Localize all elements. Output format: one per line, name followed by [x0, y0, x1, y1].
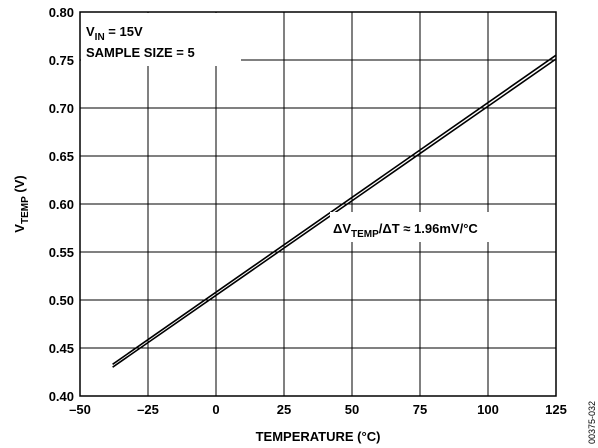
- y-tick-label: 0.45: [49, 341, 74, 356]
- x-tick-label: 75: [413, 402, 427, 417]
- y-tick-label: 0.70: [49, 101, 74, 116]
- y-axis-title-subscript: TEMP: [20, 196, 31, 224]
- x-axis-title: TEMPERATURE (°C): [256, 429, 381, 444]
- slope-subscript: TEMP: [351, 229, 379, 240]
- x-tick-label: 100: [477, 402, 499, 417]
- x-tick-label: 25: [277, 402, 291, 417]
- series-line-2: [112, 54, 557, 365]
- y-tick-label: 0.75: [49, 53, 74, 68]
- legend-box: [81, 13, 241, 66]
- slope-annotation: ΔVTEMP/ΔT ≈ 1.96mV/°C: [333, 221, 478, 240]
- y-tick-label: 0.40: [49, 389, 74, 404]
- x-tick-label: –50: [69, 402, 91, 417]
- x-tick-label: –25: [137, 402, 159, 417]
- figure-id: 00375-032: [587, 401, 597, 444]
- vin-subscript: IN: [95, 32, 105, 43]
- vin-main: V: [86, 24, 95, 39]
- x-tick-label: 50: [345, 402, 359, 417]
- y-axis-title: VTEMP (V): [12, 175, 31, 232]
- y-tick-label: 0.50: [49, 293, 74, 308]
- vin-annotation: VIN = 15V: [86, 24, 143, 43]
- vin-value: = 15V: [105, 24, 143, 39]
- slope-value: /ΔT ≈ 1.96mV/°C: [379, 221, 479, 236]
- x-tick-labels: –50 –25 0 25 50 75 100 125: [69, 402, 567, 417]
- plot-frame: [79, 11, 557, 397]
- slope-annotation-box: [330, 212, 538, 242]
- slope-delta-v: ΔV: [333, 221, 351, 236]
- x-tick-label: 0: [212, 402, 219, 417]
- y-tick-label: 0.55: [49, 245, 74, 260]
- y-tick-labels: 0.40 0.45 0.50 0.55 0.60 0.65 0.70 0.75 0.80: [49, 5, 74, 404]
- sample-size-annotation: SAMPLE SIZE = 5: [86, 45, 195, 60]
- y-axis-title-unit: (V): [12, 175, 27, 196]
- y-axis-title-main: V: [12, 224, 27, 233]
- y-tick-label: 0.80: [49, 5, 74, 20]
- y-tick-label: 0.60: [49, 197, 74, 212]
- y-tick-label: 0.65: [49, 149, 74, 164]
- x-tick-label: 125: [545, 402, 567, 417]
